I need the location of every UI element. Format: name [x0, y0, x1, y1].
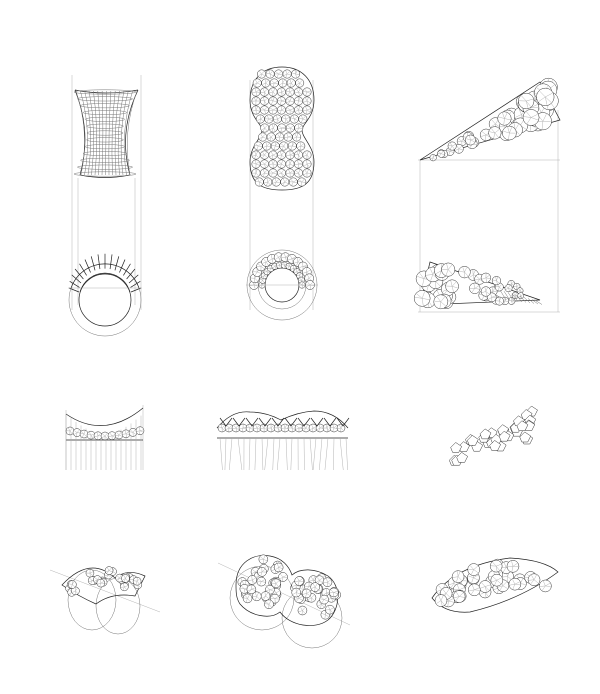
hyperboloid-ring — [77, 96, 133, 102]
grid-line — [345, 437, 348, 471]
plan-rib — [128, 274, 139, 284]
plan-rib — [130, 287, 142, 293]
shell-cell — [456, 452, 468, 463]
plan-rib — [84, 259, 91, 273]
plan-rib — [79, 263, 87, 276]
grid-line — [324, 437, 329, 471]
shell-cell — [498, 430, 511, 442]
shell-cell — [458, 441, 470, 452]
shell-cell — [479, 428, 492, 440]
hyperboloid-ring — [86, 130, 124, 136]
plan-rib — [119, 259, 126, 273]
plan-rib — [109, 254, 113, 270]
hyperboloid-tube-view — [68, 75, 142, 337]
grid-line — [272, 437, 275, 471]
plan-rib — [97, 254, 101, 270]
saddle-strip-view — [65, 405, 145, 470]
hyperboloid-rib — [105, 90, 107, 176]
hyperboloid-rib — [108, 90, 112, 176]
hyperboloid-rib — [88, 90, 94, 176]
hyperboloid-ring — [85, 116, 125, 122]
hyperboloid-rib — [84, 90, 91, 176]
grid-line — [319, 437, 323, 471]
grid-line — [277, 437, 281, 471]
hyperboloid-ring — [82, 110, 128, 115]
grid-line — [224, 437, 227, 471]
shell-cell — [467, 435, 479, 446]
plan-rib — [130, 281, 141, 288]
grid-line — [333, 437, 335, 471]
hyperboloid-rib — [75, 90, 85, 176]
grid-line — [290, 437, 293, 471]
hyperboloid-rib — [114, 90, 120, 176]
shell-cell — [516, 420, 529, 431]
shell-cell — [450, 442, 462, 453]
hyperboloid-rib — [97, 90, 101, 176]
hyperboloid-rib — [101, 90, 104, 176]
shell-cell — [489, 440, 501, 451]
peanut-axon-view — [217, 554, 351, 649]
plan-rib — [114, 256, 120, 271]
hyperboloid-ring — [73, 89, 137, 95]
hyperboloid-rib — [123, 90, 133, 176]
wedge-axon-view — [431, 557, 559, 613]
hyperboloid-ring — [86, 123, 124, 129]
grid-line — [312, 437, 317, 471]
grid-line — [248, 437, 251, 471]
hyperboloid-rib — [80, 90, 88, 176]
saddle-axon-view — [49, 566, 161, 635]
grid-line — [261, 437, 264, 471]
double-dome-strip-view — [216, 410, 350, 471]
hyperboloid-ring — [73, 171, 137, 177]
plan-rib — [74, 268, 84, 280]
plan-rib — [68, 287, 80, 293]
hyperboloid-rib — [93, 90, 97, 176]
hyperboloid-rib — [117, 90, 125, 176]
hyperboloid-ring — [82, 151, 128, 156]
hyperboloid-ring — [85, 144, 125, 150]
grid-line — [339, 437, 344, 471]
hyperboloid-rib — [120, 90, 129, 176]
shell-cell — [519, 431, 532, 443]
plan-rib — [90, 256, 96, 271]
hyperboloid-ring — [77, 164, 133, 170]
cantilever-wedge-view — [413, 77, 561, 313]
grid-line — [309, 437, 313, 471]
hyperboloid-rib — [111, 90, 116, 176]
plan-rib — [71, 274, 82, 284]
plan-rib — [126, 268, 136, 280]
grid-line — [264, 437, 269, 471]
wedge-cluster-view — [449, 405, 538, 466]
hyperboloid-ring — [86, 137, 124, 143]
grid-line — [219, 437, 223, 471]
plan-rib — [123, 263, 131, 276]
plan-rib — [69, 281, 80, 288]
hyperboloid-ring — [80, 157, 130, 163]
hyperboloid-rib — [127, 90, 138, 176]
peanut-shell-view — [246, 66, 318, 321]
grid-line — [254, 437, 257, 471]
grid-line — [285, 437, 288, 471]
grid-line — [237, 437, 243, 471]
grid-line — [229, 437, 233, 471]
